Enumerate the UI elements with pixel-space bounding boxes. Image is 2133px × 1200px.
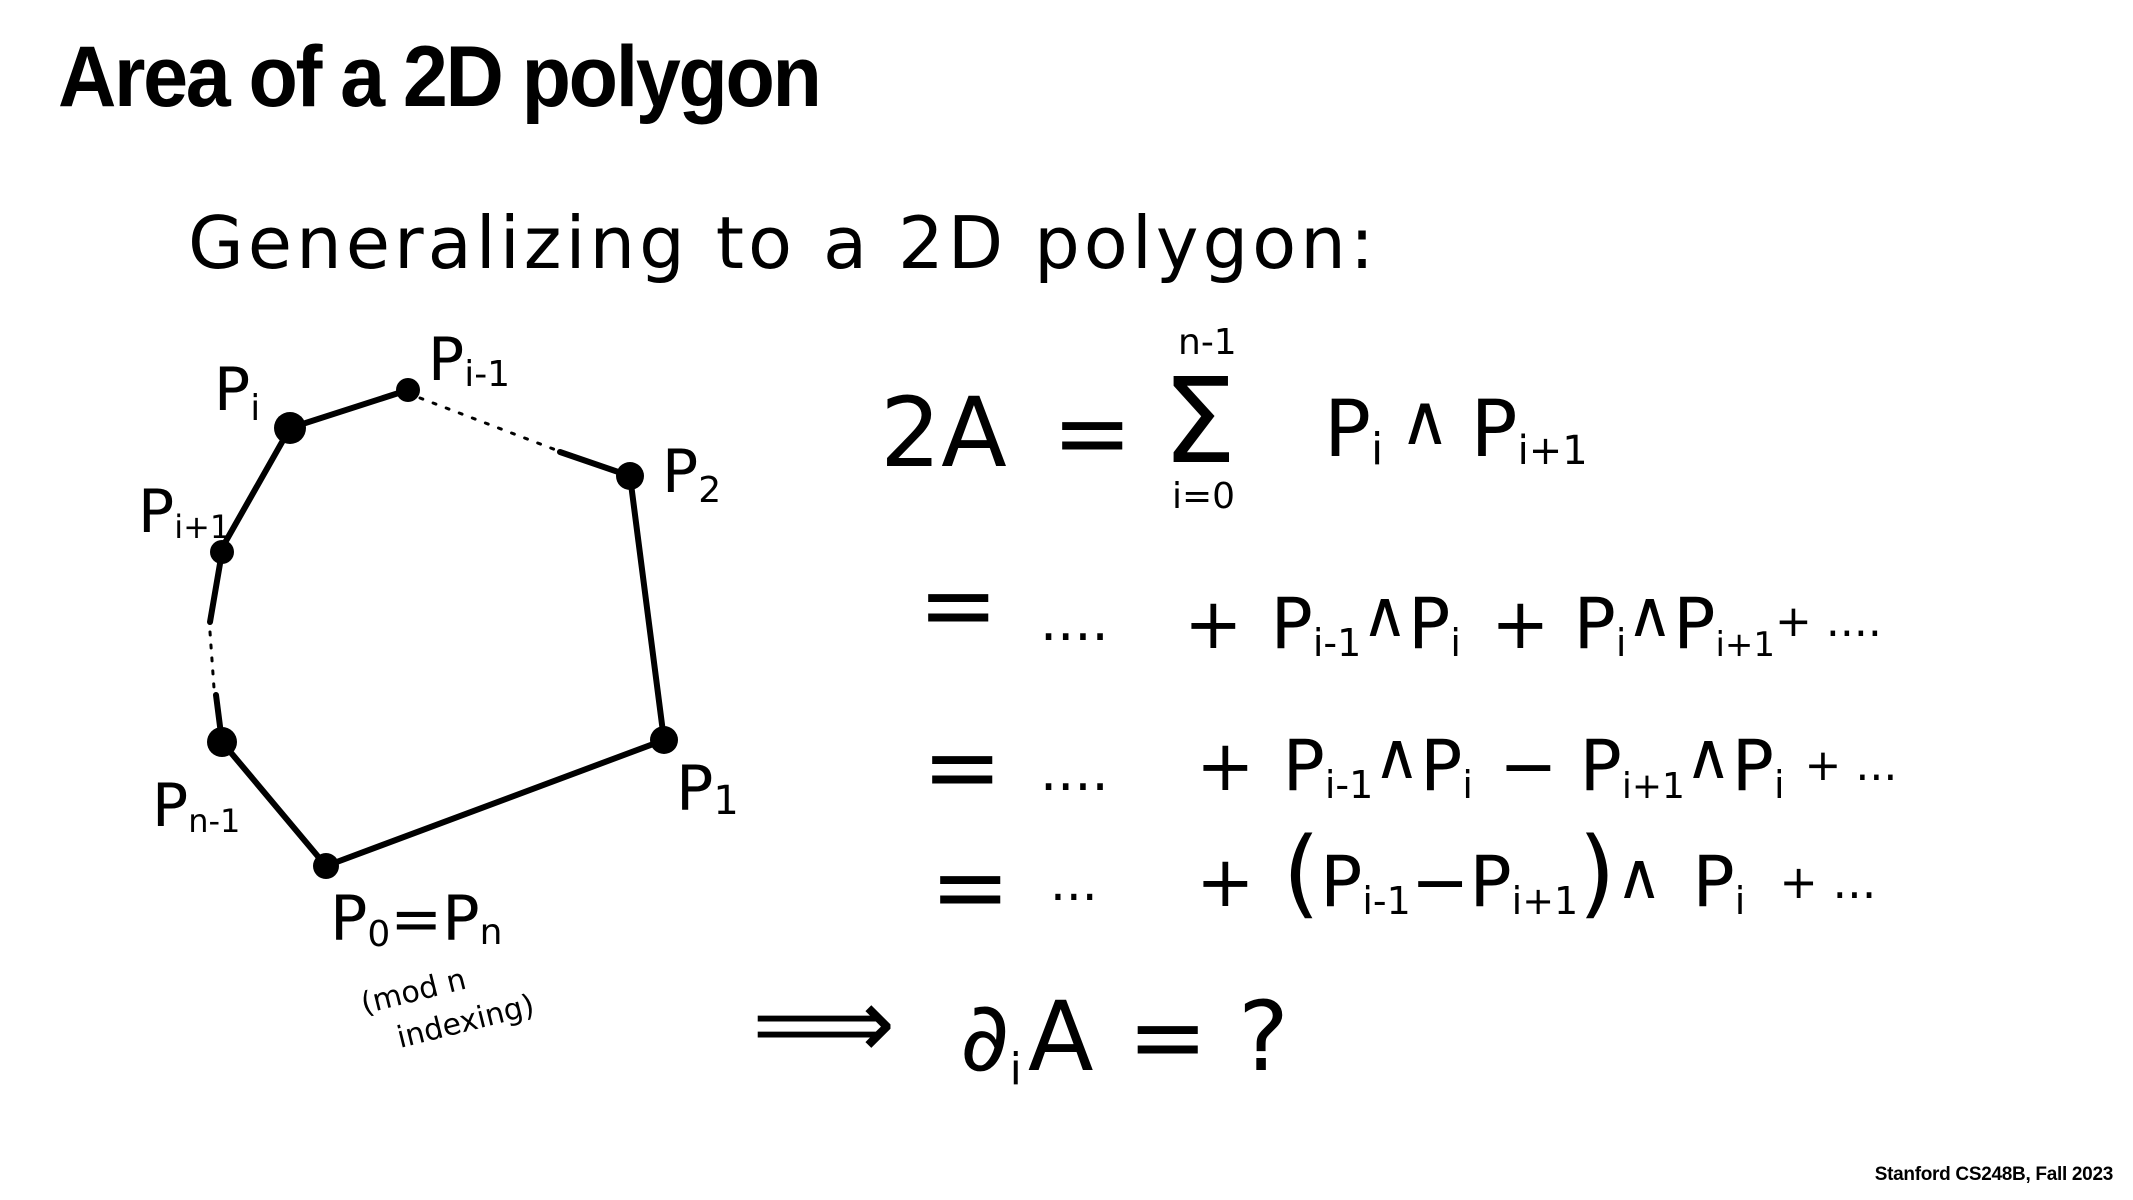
polygon-edge-solid [213,449,668,870]
vertex-p-0 [313,853,339,879]
eq1-equals: = [1052,377,1132,489]
eq3-lead: .... [1040,740,1109,803]
vertex-labels: Pi Pi-1 P2 Pi+1 P1 Pn-1 P0=Pn (mod n ind… [138,325,739,1056]
vertex-p-2 [616,462,644,490]
label-p-i: Pi [214,355,260,429]
vertex-p-i-plus-1 [210,540,234,564]
eq5-expression: ∂iA =? [960,981,1289,1095]
vertex-p-i [274,412,306,444]
label-p-1: P1 [676,752,739,825]
eq1-sum-symbol: Σ [1162,352,1237,490]
eq3-expression: + Pi-1∧Pi − Pi+1∧Pi + ... [1196,720,1897,807]
label-p-0-eq-p-n: P0=Pn [330,882,502,955]
eq2-expression: + Pi-1∧Pi + Pi∧Pi+1+ .... [1184,578,1882,665]
eq4-expression: + (Pi-1−Pi+1)∧ Pi + ... [1196,817,1876,929]
eq4-lead: ... [1050,854,1098,912]
label-p-i-plus-1: Pi+1 [138,477,230,547]
vertex-p-1 [650,726,678,754]
eq4-equals: = [930,831,1010,943]
vertex-p-i-minus-1 [396,378,420,402]
eq3-equals: = [922,711,1002,823]
eq1-sum-lower: i=0 [1172,476,1235,517]
eq1-lhs: 2A [880,377,1007,489]
equation-line-5: ⟹ ∂iA =? [752,965,1289,1095]
equation-line-2: = .... + Pi-1∧Pi + Pi∧Pi+1+ .... [918,549,1882,665]
eq1-term: Pi ∧ Pi+1 [1324,379,1588,475]
eq2-lead: .... [1040,590,1109,653]
label-p-i-minus-1: Pi-1 [428,325,510,395]
equation-line-4: = ... + (Pi-1−Pi+1)∧ Pi + ... [930,817,1876,943]
eq2-equals: = [918,549,998,661]
equation-line-3: = .... + Pi-1∧Pi − Pi+1∧Pi + ... [922,711,1897,823]
label-p-2: P2 [662,437,721,511]
polygon-edge-dotted [418,396,558,452]
heading-text: Generalizing to a 2D polygon: [188,201,1378,285]
eq5-implies: ⟹ [752,965,895,1082]
polygon-vertices [207,378,678,879]
slide-title: Area of a 2D polygon [58,29,822,125]
polygon-diagram [207,387,668,870]
label-p-n-minus-1: Pn-1 [152,771,240,841]
polygon-edge-dotted [208,630,216,690]
footer-credit: Stanford CS248B, Fall 2023 [1874,1164,2114,1185]
vertex-p-n-minus-1 [207,727,237,757]
eq1-sum-upper: n-1 [1178,322,1237,363]
equation-line-1: 2A = n-1 Σ i=0 Pi ∧ Pi+1 [880,322,1588,517]
